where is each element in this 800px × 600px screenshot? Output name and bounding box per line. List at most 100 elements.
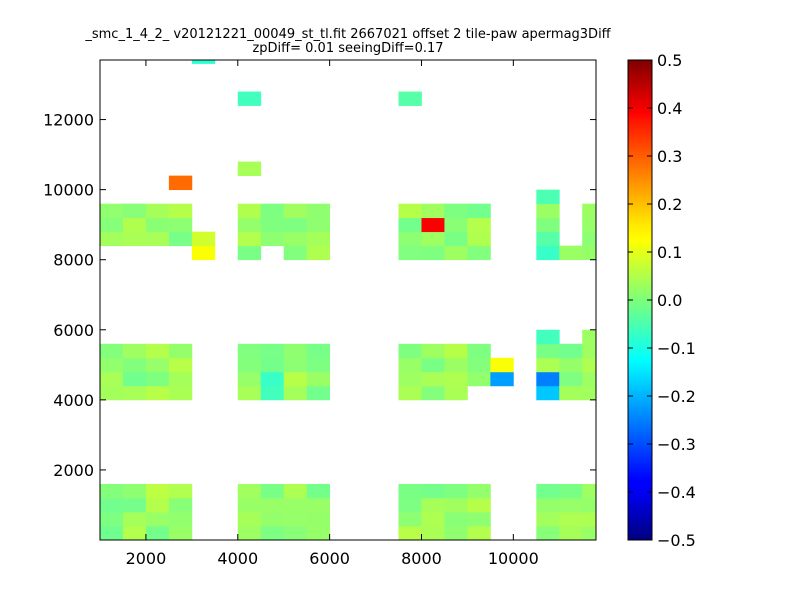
- heatmap-cell: [237, 217, 262, 233]
- y-axis: 2000 4000 6000 8000 10000 12000: [43, 111, 596, 480]
- heatmap-cell: [122, 357, 147, 373]
- heatmap-cell: [145, 385, 170, 401]
- heatmap-cell: [421, 483, 445, 499]
- heatmap-cell: [444, 483, 468, 499]
- heatmap-cell: [467, 483, 491, 499]
- heatmap-cell: [467, 245, 491, 261]
- heatmap-cell: [306, 231, 331, 247]
- heatmap-cell: [536, 245, 560, 261]
- heatmap-cell: [306, 483, 331, 499]
- heatmap-cell: [421, 511, 445, 527]
- heatmap-cell: [283, 511, 308, 527]
- heatmap-cell: [100, 203, 124, 219]
- heatmap-cell: [467, 357, 491, 373]
- heatmap-cell: [444, 203, 468, 219]
- heatmap-cell: [168, 217, 193, 233]
- heatmap-cell: [536, 231, 560, 247]
- heatmap-cell: [398, 385, 422, 401]
- heatmap-cell: [237, 231, 262, 247]
- colorbar-tick-label: 0.3: [657, 147, 682, 166]
- heatmap-cell: [100, 525, 124, 541]
- heatmap-cell: [398, 525, 422, 541]
- heatmap-cell: [100, 511, 124, 527]
- y-tick-label: 10000: [43, 181, 94, 200]
- heatmap-cell: [398, 217, 422, 233]
- heatmap-cell: [582, 343, 597, 359]
- colorbar-ticks: 0.5 0.4 0.3 0.2 0.1 0.0 −0.1 −0.2 −0.3 −0.4 −0.5: [628, 51, 696, 550]
- heatmap-cell: [421, 357, 445, 373]
- colorbar-tick-label: −0.1: [657, 339, 696, 358]
- colorbar-tick-label: 0.5: [657, 51, 682, 70]
- heatmap-cell: [237, 91, 262, 106]
- heatmap-cell: [237, 385, 262, 401]
- heatmap-cell: [490, 357, 514, 373]
- heatmap-cell: [536, 343, 560, 359]
- colorbar-tick-label: 0.1: [657, 243, 682, 262]
- heatmap-cell: [306, 245, 331, 261]
- x-tick-label: 2000: [126, 549, 167, 568]
- heatmap-cell: [237, 161, 262, 177]
- colorbar-tick-label: −0.4: [657, 483, 696, 502]
- heatmap-cell: [260, 497, 285, 513]
- heatmap-cell: [467, 343, 491, 359]
- heatmap-cell: [237, 203, 262, 219]
- heatmap-cell: [283, 343, 308, 359]
- heatmap-cell: [536, 483, 560, 499]
- x-tick-label: 10000: [488, 549, 539, 568]
- heatmap-cell: [237, 343, 262, 359]
- heatmap-cell: [122, 371, 147, 387]
- heatmap-cell: [100, 343, 124, 359]
- heatmap-cell: [145, 371, 170, 387]
- colorbar-tick-label: −0.2: [657, 387, 696, 406]
- heatmap-cell: [100, 497, 124, 513]
- heatmap-cell: [536, 203, 560, 219]
- heatmap-cell: [237, 511, 262, 527]
- heatmap-cell: [536, 329, 560, 345]
- heatmap-cell: [490, 371, 514, 387]
- heatmap-cell: [306, 203, 331, 219]
- heatmap-cell: [145, 357, 170, 373]
- heatmap-cell: [582, 231, 597, 247]
- y-tick-label: 2000: [53, 461, 94, 480]
- x-tick-label: 8000: [401, 549, 442, 568]
- heatmap-cell: [283, 357, 308, 373]
- heatmap-cell: [100, 231, 124, 247]
- heatmap-cell: [100, 371, 124, 387]
- heatmap-cell: [467, 525, 491, 541]
- heatmap-cell: [122, 231, 147, 247]
- heatmap-cell: [283, 385, 308, 401]
- y-tick-label: 4000: [53, 391, 94, 410]
- heatmap-cell: [444, 357, 468, 373]
- heatmap-cell: [168, 343, 193, 359]
- heatmap-cell: [260, 511, 285, 527]
- heatmap-cell: [122, 525, 147, 541]
- heatmap-cell: [237, 357, 262, 373]
- heatmap-cell: [536, 357, 560, 373]
- heatmap-cell: [398, 245, 422, 261]
- heatmap-cell: [145, 217, 170, 233]
- heatmap-cell: [421, 385, 445, 401]
- heatmap-cell: [421, 497, 445, 513]
- heatmap-cell: [559, 525, 583, 541]
- heatmap-cell: [145, 231, 170, 247]
- heatmap-cell: [536, 511, 560, 527]
- heatmap-cell: [536, 385, 560, 401]
- heatmap-cell: [559, 371, 583, 387]
- heatmap-cell: [582, 483, 597, 499]
- heatmap-cell: [168, 231, 193, 247]
- heatmap-cell: [306, 525, 331, 541]
- heatmap-cell: [467, 217, 491, 233]
- heatmap-cell: [283, 371, 308, 387]
- colorbar-tick-label: 0.2: [657, 195, 682, 214]
- heatmap-cell: [168, 357, 193, 373]
- heatmap-cell: [444, 497, 468, 513]
- heatmap-cell: [306, 217, 331, 233]
- heatmap-cell: [536, 189, 560, 205]
- heatmap-cell: [467, 203, 491, 219]
- heatmap-cell: [191, 245, 216, 261]
- heatmap-cell: [421, 525, 445, 541]
- y-tick-label: 12000: [43, 111, 94, 130]
- heatmap-cell: [145, 483, 170, 499]
- heatmap-cell: [260, 371, 285, 387]
